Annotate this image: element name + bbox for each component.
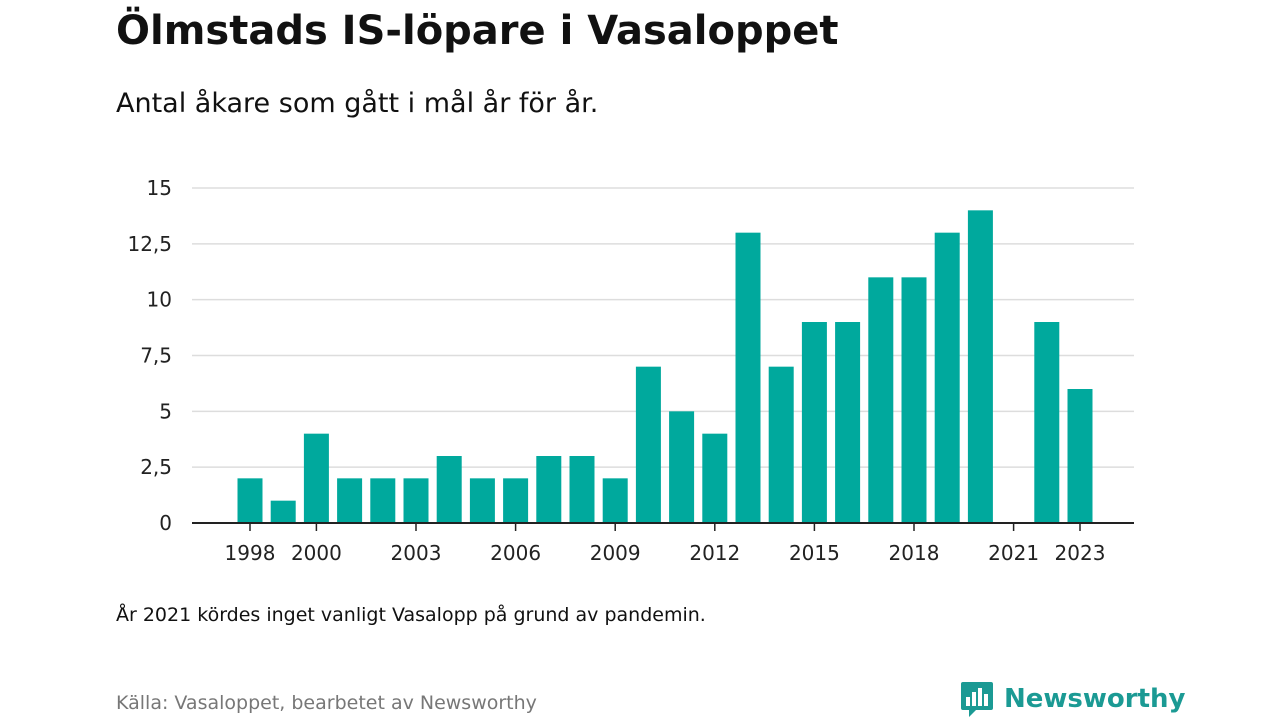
- y-axis-ticks: 0 2,5 5 7,5 10 12,5 15: [127, 176, 172, 535]
- bar-2012: [702, 433, 728, 523]
- y-tick-label: 7,5: [140, 344, 172, 368]
- bar-2015: [801, 322, 827, 523]
- y-tick-label: 2,5: [140, 455, 172, 479]
- bar-2000: [303, 433, 329, 523]
- bar-2001: [337, 478, 363, 523]
- y-tick-label: 5: [159, 399, 172, 423]
- bar-2022: [1034, 322, 1060, 523]
- x-tick-label: 2012: [689, 541, 740, 565]
- x-tick-label: 2018: [889, 541, 940, 565]
- logo-text: Newsworthy: [1004, 684, 1186, 714]
- x-tick-label: 2021: [988, 541, 1039, 565]
- chart-title: Ölmstads IS-löpare i Vasaloppet: [116, 8, 839, 54]
- bar-2006: [503, 478, 529, 523]
- bar-2002: [370, 478, 396, 523]
- bar-2003: [403, 478, 429, 523]
- y-tick-label: 15: [147, 176, 172, 200]
- newsworthy-logo-icon: [961, 682, 993, 717]
- x-axis-ticks: 1998 2000 2003 2006 2009 2012 2015 2018 2021 2023: [225, 523, 1106, 565]
- bar-2005: [469, 478, 495, 523]
- bar-2009: [602, 478, 628, 523]
- chart-subtitle: Antal åkare som gått i mål år för år.: [116, 88, 599, 119]
- bar-2017: [868, 277, 894, 523]
- x-tick-label: 2023: [1055, 541, 1106, 565]
- newsworthy-logo: Newsworthy: [960, 680, 1185, 718]
- x-tick-label: 2003: [391, 541, 442, 565]
- bar-2018: [901, 277, 927, 523]
- bar-2019: [934, 232, 960, 523]
- x-tick-label: 1998: [225, 541, 276, 565]
- bar-2016: [835, 322, 861, 523]
- bars: [237, 210, 1093, 524]
- x-tick-label: 2009: [590, 541, 641, 565]
- x-tick-label: 2006: [490, 541, 541, 565]
- bar-2011: [669, 411, 695, 523]
- bar-2013: [735, 232, 761, 523]
- x-tick-label: 2015: [789, 541, 840, 565]
- bar-chart: 0 2,5 5 7,5 10 12,5 15 1998 2000 2003 2006 2009 201…: [127, 176, 1134, 565]
- bar-1999: [270, 500, 296, 523]
- source-text: Källa: Vasaloppet, bearbetet av Newswort…: [116, 692, 537, 714]
- bar-2007: [536, 456, 562, 523]
- y-tick-label: 12,5: [127, 232, 172, 256]
- bar-2020: [967, 210, 993, 524]
- bar-2010: [635, 366, 661, 523]
- bar-2023: [1067, 389, 1093, 523]
- chart-note: År 2021 kördes inget vanligt Vasalopp på…: [116, 604, 706, 626]
- y-tick-label: 10: [147, 288, 172, 312]
- bar-2008: [569, 456, 595, 523]
- bar-2004: [436, 456, 462, 523]
- y-tick-label: 0: [159, 511, 172, 535]
- bar-1998: [237, 478, 263, 523]
- x-tick-label: 2000: [291, 541, 342, 565]
- bar-2014: [768, 366, 794, 523]
